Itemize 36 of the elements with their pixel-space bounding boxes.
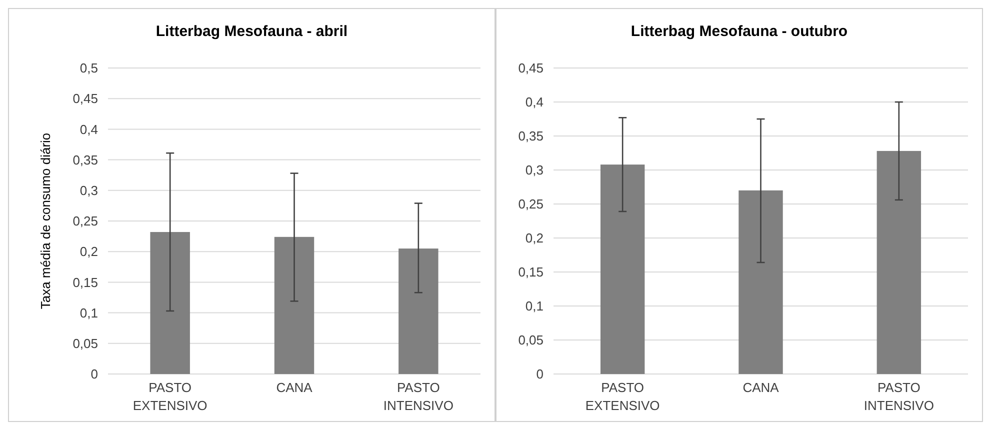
x-tick-label: CANA [742,380,780,395]
y-axis-title: Taxa média de consumo diário [38,132,53,310]
y-tick-label: 0 [536,366,544,382]
y-tick-label: 0,45 [518,60,544,76]
bar [398,248,438,374]
bar [876,150,922,374]
x-tick-label: PASTO INTENSIVO [383,380,454,413]
bar [274,236,314,374]
chart-title: Litterbag Mesofauna - abril [156,23,348,40]
y-tick-label: 0,4 [80,122,98,137]
y-tick-label: 0,1 [525,298,544,314]
x-tick-label: CANA [276,380,313,395]
y-tick-label: 0,2 [80,244,98,260]
y-tick-label: 0,15 [72,274,98,290]
y-tick-label: 0 [90,366,98,382]
bar [600,164,645,374]
y-tick-label: 0,45 [72,91,98,106]
y-tick-label: 0,1 [80,305,98,320]
y-tick-label: 0,5 [80,60,98,76]
y-tick-label: 0,3 [525,162,544,178]
chart-title: Litterbag Mesofauna - outubro [630,23,848,40]
bar [738,190,783,374]
y-tick-label: 0,35 [72,152,98,168]
y-tick-label: 0,25 [72,214,98,229]
y-tick-label: 0,2 [525,230,544,246]
y-tick-label: 0,35 [518,128,544,144]
y-tick-label: 0,05 [72,336,98,351]
bar [150,232,190,374]
y-tick-label: 0,4 [525,94,544,110]
x-tick-label: PASTO EXTENSIVO [585,380,660,413]
x-tick-label: PASTO EXTENSIVO [132,380,208,413]
x-tick-label: PASTO INTENSIVO [864,380,934,413]
y-tick-label: 0,25 [518,196,544,212]
y-tick-label: 0,05 [518,332,544,348]
y-tick-label: 0,3 [80,182,98,198]
y-tick-label: 0,15 [518,264,544,280]
